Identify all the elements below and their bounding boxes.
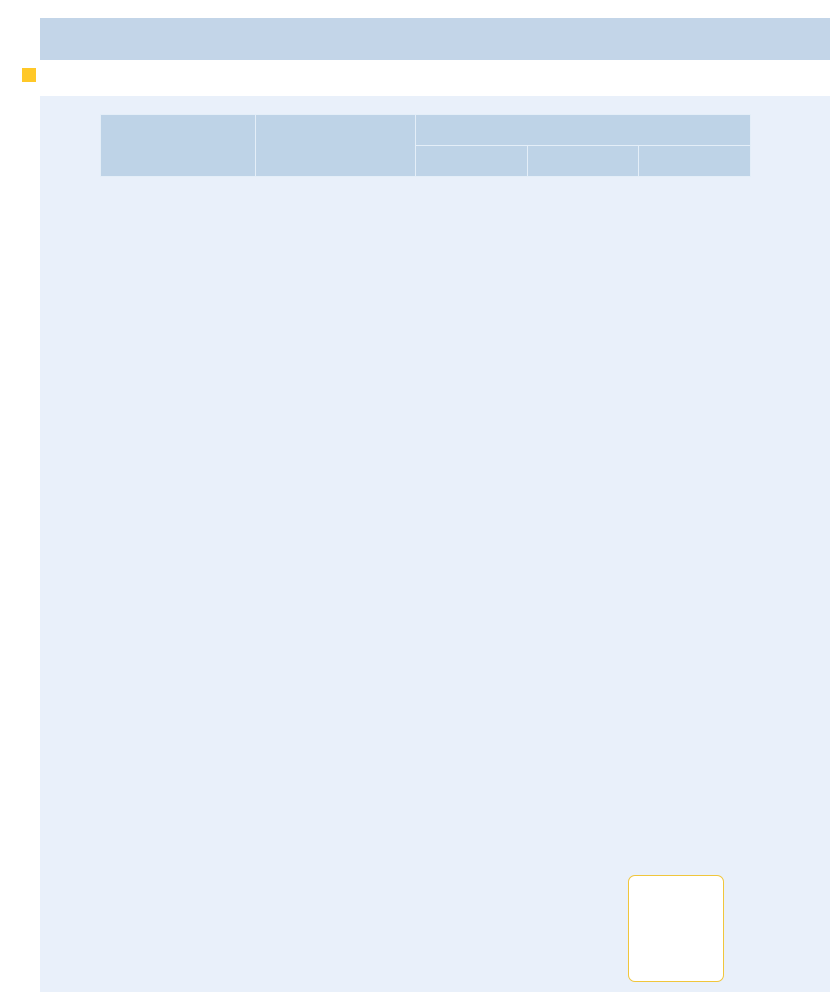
content-panel: [40, 96, 830, 992]
table-header-row-2: [101, 145, 751, 177]
column-header-nominal-dia: [100, 114, 256, 177]
page-title-bar: [40, 18, 830, 60]
page-title: [62, 18, 74, 60]
wire-rope-spec-table: [100, 114, 751, 177]
column-header-approx-weight: [255, 114, 416, 177]
column-header-mbl-1870: [527, 145, 639, 177]
rope-cross-section-svg: [633, 879, 721, 959]
table-header: [100, 114, 751, 177]
rope-construction-card: [628, 875, 724, 982]
column-header-group-breaking-load: [415, 114, 751, 146]
table-header-row-1: [100, 114, 751, 177]
rope-cross-section-icon: [629, 878, 723, 960]
section-marker-icon: [22, 68, 36, 82]
column-header-mbl-1960: [638, 145, 751, 177]
section-heading: [22, 68, 54, 82]
column-header-mbl-1770: [415, 145, 528, 177]
